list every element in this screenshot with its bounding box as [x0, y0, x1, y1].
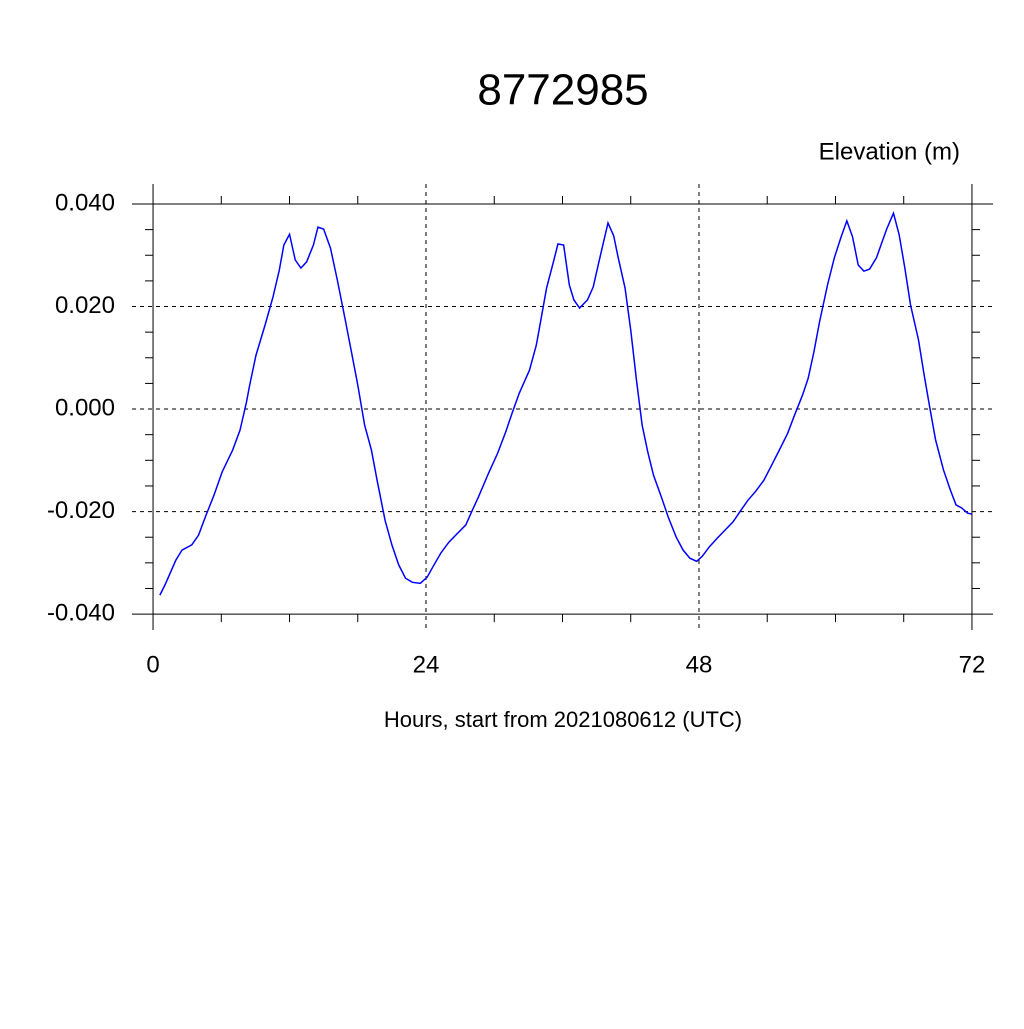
y-tick-label: 0.040	[55, 189, 115, 216]
x-tick-label: 0	[146, 651, 159, 678]
chart-title: 8772985	[477, 66, 648, 115]
x-tick-label: 24	[413, 651, 440, 678]
x-tick-label: 72	[959, 651, 986, 678]
y-tick-label: -0.040	[47, 599, 115, 626]
chart-subtitle: Elevation (m)	[819, 138, 960, 165]
y-tick-label: 0.020	[55, 292, 115, 319]
data-line	[159, 210, 973, 596]
x-tick-label: 48	[686, 651, 713, 678]
y-tick-label: 0.000	[55, 394, 115, 421]
x-axis-label: Hours, start from 2021080612 (UTC)	[384, 707, 742, 732]
y-tick-label: -0.020	[47, 497, 115, 524]
